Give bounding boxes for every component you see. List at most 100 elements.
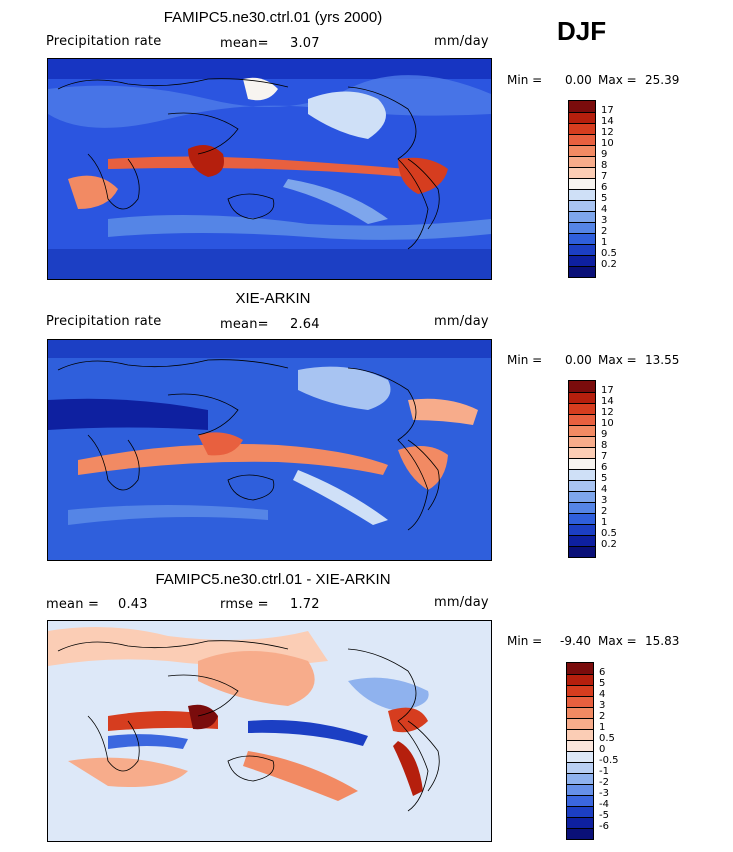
colorbar-tick-label: 5 bbox=[599, 678, 606, 689]
panel-1-mean-label: mean= bbox=[220, 36, 269, 51]
colorbar-tick-label: 14 bbox=[601, 116, 614, 127]
colorbar-swatch bbox=[569, 156, 595, 167]
colorbar-swatch bbox=[569, 414, 595, 425]
panel-1-min-label: Min = bbox=[507, 73, 543, 87]
colorbar-tick-label: 7 bbox=[601, 171, 608, 182]
colorbar-swatch bbox=[567, 762, 593, 773]
panel-3-max-value: 15.83 bbox=[645, 634, 680, 648]
panel-1-mean-value: 3.07 bbox=[290, 36, 320, 51]
colorbar-swatch bbox=[567, 828, 593, 839]
colorbar-tick-label: 2 bbox=[599, 711, 606, 722]
panel-2-mean-value: 2.64 bbox=[290, 317, 320, 332]
panel-3-mean-label: mean = bbox=[46, 597, 100, 612]
colorbar-swatch bbox=[569, 211, 595, 222]
colorbar-tick-label: 0.5 bbox=[601, 248, 617, 259]
colorbar-swatch bbox=[569, 178, 595, 189]
panel-1-map bbox=[47, 58, 492, 280]
panel-3-min-label: Min = bbox=[507, 634, 543, 648]
colorbar-tick-label: 2 bbox=[601, 226, 608, 237]
colorbar-swatch bbox=[567, 685, 593, 696]
panel-1-title: FAMIPC5.ne30.ctrl.01 (yrs 2000) bbox=[163, 9, 383, 26]
colorbar-tick-label: 1 bbox=[599, 722, 606, 733]
colorbar-swatch bbox=[567, 773, 593, 784]
colorbar-swatch bbox=[567, 707, 593, 718]
panel-3-colorbar bbox=[566, 662, 594, 840]
panel-2-colorbar bbox=[568, 380, 596, 558]
colorbar-tick-label: 1 bbox=[601, 517, 608, 528]
panel-1-variable-label: Precipitation rate bbox=[46, 34, 162, 49]
panel-2-max-value: 13.55 bbox=[645, 353, 680, 367]
colorbar-tick-label: 4 bbox=[601, 204, 608, 215]
panel-1-max-value: 25.39 bbox=[645, 73, 680, 87]
colorbar-tick-label: -0.5 bbox=[599, 755, 619, 766]
colorbar-tick-label: 3 bbox=[601, 495, 608, 506]
panel-1-max-label: Max = bbox=[598, 73, 637, 87]
panel-2-title: XIE-ARKIN bbox=[235, 290, 311, 307]
colorbar-swatch bbox=[569, 491, 595, 502]
colorbar-tick-label: 8 bbox=[601, 440, 608, 451]
colorbar-swatch bbox=[567, 817, 593, 828]
panel-2-mean-label: mean= bbox=[220, 317, 269, 332]
colorbar-tick-label: 5 bbox=[601, 193, 608, 204]
colorbar-tick-label: 9 bbox=[601, 429, 608, 440]
colorbar-swatch bbox=[569, 425, 595, 436]
colorbar-tick-label: 5 bbox=[601, 473, 608, 484]
colorbar-swatch bbox=[569, 134, 595, 145]
panel-3-colorbar-labels: 6 5 4 3 2 1 0.5 0 -0.5 -1 -2 -3 -4 -5 -6 bbox=[599, 662, 639, 838]
colorbar-swatch bbox=[569, 403, 595, 414]
colorbar-swatch bbox=[569, 524, 595, 535]
colorbar-swatch bbox=[569, 244, 595, 255]
colorbar-swatch bbox=[569, 189, 595, 200]
colorbar-tick-label: 0 bbox=[599, 744, 606, 755]
panel-2-colorbar-labels: 17 14 12 10 9 8 7 6 5 4 3 2 1 0.5 0.2 bbox=[601, 380, 641, 556]
colorbar-tick-label: 17 bbox=[601, 105, 614, 116]
panel-1-colorbar-labels: 17 14 12 10 9 8 7 6 5 4 3 2 1 0.5 0.2 bbox=[601, 100, 641, 276]
colorbar-tick-label: 17 bbox=[601, 385, 614, 396]
colorbar-tick-label: 4 bbox=[599, 689, 606, 700]
colorbar-swatch bbox=[569, 502, 595, 513]
colorbar-swatch bbox=[569, 112, 595, 123]
colorbar-tick-label: 0.2 bbox=[601, 539, 617, 550]
panel-2-map-field bbox=[48, 340, 491, 560]
colorbar-tick-label: 3 bbox=[601, 215, 608, 226]
panel-2-map bbox=[47, 339, 492, 561]
colorbar-tick-label: 2 bbox=[601, 506, 608, 517]
colorbar-swatch bbox=[569, 123, 595, 134]
colorbar-swatch bbox=[569, 546, 595, 557]
colorbar-tick-label: 0.5 bbox=[599, 733, 615, 744]
panel-3-map-field bbox=[48, 621, 491, 841]
colorbar-swatch bbox=[569, 458, 595, 469]
colorbar-tick-label: 12 bbox=[601, 407, 614, 418]
colorbar-swatch bbox=[569, 101, 595, 112]
colorbar-tick-label: 7 bbox=[601, 451, 608, 462]
colorbar-swatch bbox=[569, 381, 595, 392]
colorbar-tick-label: -5 bbox=[599, 810, 609, 821]
colorbar-tick-label: 10 bbox=[601, 138, 614, 149]
panel-1-min-value: 0.00 bbox=[565, 73, 592, 87]
panel-3-mean-value: 0.43 bbox=[118, 597, 148, 612]
colorbar-swatch bbox=[567, 674, 593, 685]
colorbar-swatch bbox=[569, 436, 595, 447]
panel-3-title: FAMIPC5.ne30.ctrl.01 - XIE-ARKIN bbox=[155, 571, 391, 588]
season-label: DJF bbox=[557, 16, 607, 46]
colorbar-tick-label: 6 bbox=[601, 462, 608, 473]
colorbar-swatch bbox=[569, 145, 595, 156]
colorbar-swatch bbox=[567, 663, 593, 674]
colorbar-swatch bbox=[567, 696, 593, 707]
colorbar-tick-label: 1 bbox=[601, 237, 608, 248]
colorbar-swatch bbox=[567, 806, 593, 817]
colorbar-swatch bbox=[569, 200, 595, 211]
colorbar-tick-label: -1 bbox=[599, 766, 609, 777]
colorbar-swatch bbox=[569, 480, 595, 491]
colorbar-swatch bbox=[567, 751, 593, 762]
colorbar-tick-label: 0.5 bbox=[601, 528, 617, 539]
panel-1-units: mm/day bbox=[434, 34, 489, 49]
colorbar-swatch bbox=[569, 513, 595, 524]
colorbar-tick-label: 14 bbox=[601, 396, 614, 407]
colorbar-tick-label: 6 bbox=[601, 182, 608, 193]
colorbar-swatch bbox=[569, 392, 595, 403]
colorbar-swatch bbox=[569, 167, 595, 178]
panel-3-max-label: Max = bbox=[598, 634, 637, 648]
colorbar-tick-label: 9 bbox=[601, 149, 608, 160]
colorbar-tick-label: 10 bbox=[601, 418, 614, 429]
